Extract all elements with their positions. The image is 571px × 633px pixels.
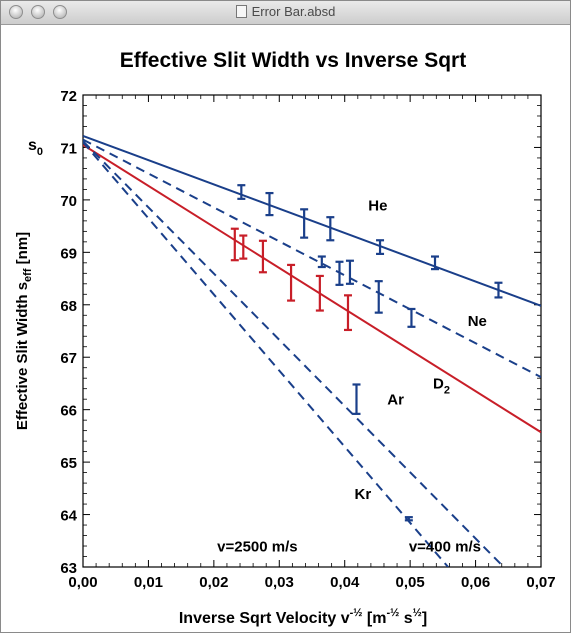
series-line-kr xyxy=(83,141,449,567)
series-line-ne xyxy=(83,138,541,379)
error-bar xyxy=(300,208,309,239)
annotation-text: He xyxy=(368,197,387,214)
x-axis-label: Inverse Sqrt Velocity v-½ [m-½ s½] xyxy=(179,607,427,627)
annotation-text: D xyxy=(433,376,444,393)
y-axis-label-unit: [nm] xyxy=(14,232,31,265)
y-axis-label-main: Effective Slit Width s xyxy=(14,282,31,430)
annotation-subscript: 2 xyxy=(444,385,450,397)
x-tick-label: 0,05 xyxy=(396,574,425,591)
error-bar xyxy=(317,255,326,269)
chart-title: Effective Slit Width vs Inverse Sqrt xyxy=(120,49,466,72)
x-tick-label: 0,01 xyxy=(134,574,163,591)
annotation-label: Ar xyxy=(387,391,404,408)
document-icon xyxy=(235,5,247,18)
error-bar xyxy=(345,259,354,285)
error-bar xyxy=(404,516,413,522)
chart-content: Effective Slit Width vs Inverse Sqrt Eff… xyxy=(1,25,570,632)
error-bar xyxy=(343,294,352,332)
annotation-text: Ar xyxy=(387,391,404,408)
error-bar xyxy=(258,239,267,274)
y-tick-label: 71 xyxy=(60,140,77,157)
y-tick-label: 64 xyxy=(60,508,77,525)
series-line-ar xyxy=(83,140,505,567)
annotation-label: v=400 m/s xyxy=(409,538,481,555)
annotation-text: Ne xyxy=(468,313,487,330)
x-axis-label-unit-exp2: ½ xyxy=(413,607,422,619)
x-tick-label: 0,04 xyxy=(330,574,360,591)
error-bar xyxy=(315,274,324,312)
x-axis-label-unit-open: [m xyxy=(367,610,387,627)
error-bar xyxy=(352,383,361,415)
error-bar xyxy=(335,260,344,286)
x-tick-label: 0,00 xyxy=(68,574,97,591)
x-tick-label: 0,03 xyxy=(265,574,294,591)
annotation-label: He xyxy=(368,197,387,214)
annotation-text: Kr xyxy=(355,486,372,503)
x-axis-label-unit-exp1: -½ xyxy=(386,607,399,619)
y-tick-label: 67 xyxy=(60,350,77,367)
x-axis-label-unit-close: ] xyxy=(422,610,427,627)
x-tick-label: 0,02 xyxy=(199,574,228,591)
error-bar xyxy=(237,184,246,200)
window-title: Error Bar.absd xyxy=(251,4,336,19)
minimize-button[interactable] xyxy=(31,5,45,19)
title-bar[interactable]: Error Bar.absd xyxy=(1,1,570,25)
y-tick-label: 63 xyxy=(60,560,77,577)
zoom-button[interactable] xyxy=(53,5,67,19)
y-axis-label: Effective Slit Width seff [nm] xyxy=(14,232,34,430)
y-axis-label-sub: eff xyxy=(22,268,34,282)
error-bar xyxy=(376,239,385,256)
annotation-text: v=400 m/s xyxy=(409,538,481,555)
y-tick-label: 72 xyxy=(60,88,77,105)
x-axis-label-unit-s: s xyxy=(399,610,412,627)
error-bar xyxy=(431,255,440,271)
error-bar xyxy=(230,227,239,262)
x-tick-label: 0,07 xyxy=(526,574,555,591)
annotation-text: v=2500 m/s xyxy=(217,538,298,555)
x-axis-label-exp: -½ xyxy=(350,607,363,619)
error-bar xyxy=(494,281,503,299)
x-axis-label-main: Inverse Sqrt Velocity v xyxy=(179,610,350,627)
annotation-label: v=2500 m/s xyxy=(217,538,298,555)
annotation-label: D2 xyxy=(433,376,450,397)
error-bar xyxy=(287,263,296,302)
close-button[interactable] xyxy=(9,5,23,19)
plot-area: 0,00 0,01 0,02 0,03 0,04 0,05 0,06 0,07 63 64 65 66… xyxy=(60,88,555,591)
x-tick-label: 0,06 xyxy=(461,574,490,591)
annotation-label: Kr xyxy=(355,486,372,503)
error-bar xyxy=(239,234,248,260)
y-tick-label: 69 xyxy=(60,245,77,262)
plot-frame xyxy=(82,94,542,568)
annotation-label: Ne xyxy=(468,313,487,330)
s0-label-main: s xyxy=(28,137,37,154)
s0-label-sub: 0 xyxy=(37,146,43,158)
s0-label: s0 xyxy=(28,137,43,158)
series-line-he xyxy=(83,134,541,307)
chart-svg: Effective Slit Width vs Inverse Sqrt Eff… xyxy=(14,49,556,627)
y-tick-label: 66 xyxy=(60,403,77,420)
error-bar xyxy=(374,280,383,314)
error-bar xyxy=(326,216,335,242)
error-bar xyxy=(407,307,416,328)
y-tick-label: 70 xyxy=(60,193,77,210)
error-bar xyxy=(265,191,274,217)
series-line-d2 xyxy=(83,143,541,434)
y-tick-label: 65 xyxy=(60,455,77,472)
window-title-group: Error Bar.absd xyxy=(1,4,570,19)
y-tick-label: 68 xyxy=(60,298,77,315)
